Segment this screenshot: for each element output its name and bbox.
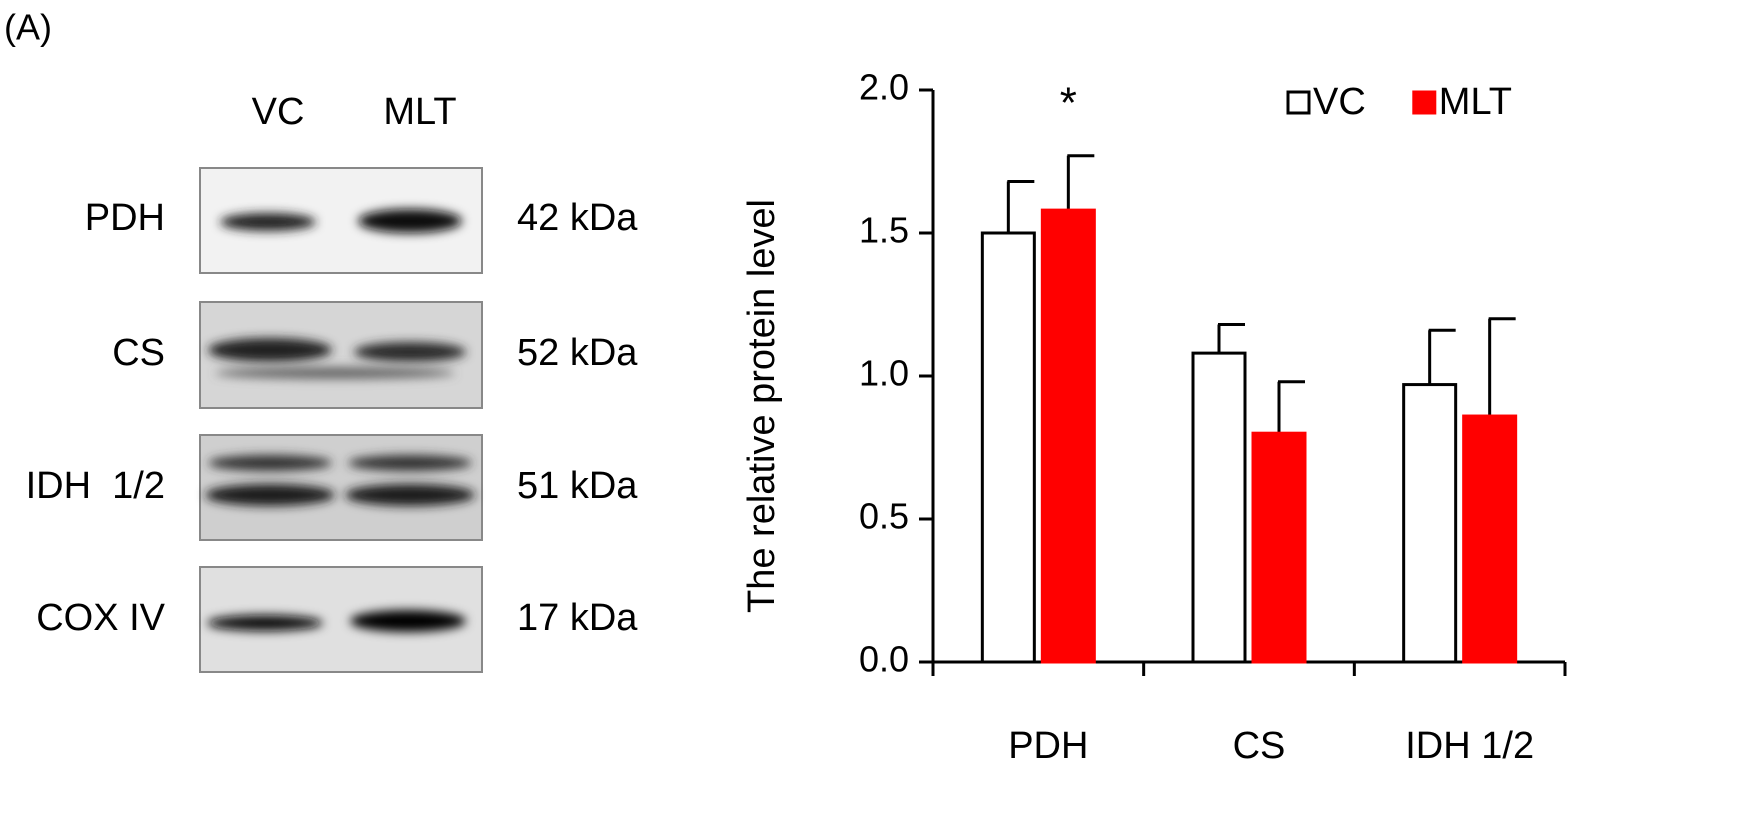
y-tick-label: 1.5 [859,210,909,251]
error-bar [1006,180,1035,233]
x-tick-label: IDH 1/2 [1405,725,1534,767]
y-tick-label: 0.0 [859,639,909,680]
legend-swatch [1412,90,1437,115]
error-bar [1217,323,1245,354]
y-tick-label: 2.0 [859,67,909,108]
blot-band [205,484,335,506]
bar [1040,208,1096,664]
blot-band [348,455,472,471]
lane-label: VC [252,91,305,133]
bar [1191,351,1247,664]
significance-marker: * [1060,78,1077,127]
blot-band [215,367,455,379]
legend-label: VC [1313,81,1366,123]
bar [980,231,1036,664]
error-bar [1066,154,1095,211]
error-bar [1488,317,1516,417]
size-label: 42 kDa [517,197,638,239]
legend-label: MLT [1439,81,1512,123]
bar [1402,383,1458,664]
protein-label: IDH 1/2 [26,465,165,507]
blot-band [220,213,316,231]
size-label: 51 kDa [517,465,638,507]
blot-band [208,455,332,471]
x-tick-label: PDH [1008,725,1088,767]
blot-band [354,342,466,362]
size-label: 17 kDa [517,597,638,639]
blot-band [208,338,332,362]
lane-label: MLT [383,91,456,133]
size-label: 52 kDa [517,332,638,374]
bar [1462,414,1518,664]
legend-swatch [1286,90,1311,115]
x-tick-label: CS [1233,725,1286,767]
error-bar [1277,380,1305,434]
blot-band [350,610,466,632]
y-tick-label: 1.0 [859,353,909,394]
panel-label: (A) [4,7,52,48]
error-bar [1428,328,1456,385]
y-tick-label: 0.5 [859,496,909,537]
blot-band [207,615,323,631]
blot-band [358,209,462,233]
bar [1251,431,1307,664]
blot-images [199,167,483,673]
y-axis-label: The relative protein level [741,199,783,613]
protein-label: PDH [85,197,165,239]
protein-label: CS [112,332,165,374]
protein-label: COX IV [36,597,165,639]
blot-band [345,484,475,506]
